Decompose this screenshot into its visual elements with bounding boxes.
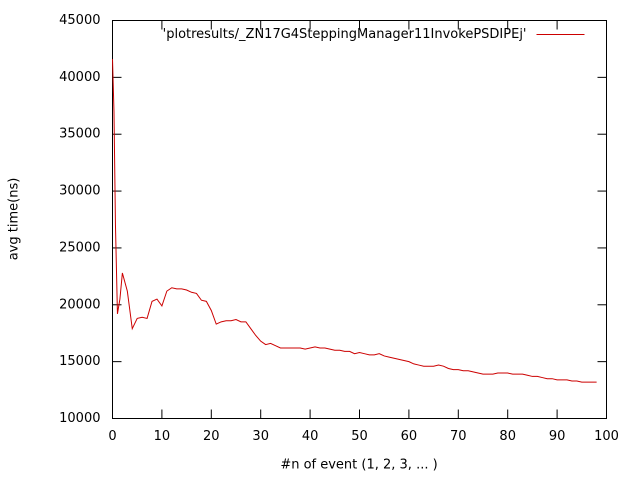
x-axis-label: #n of event (1, 2, 3, ... ) <box>280 458 437 473</box>
y-tick-label: 10000 <box>59 411 100 426</box>
y-tick-label: 25000 <box>59 240 100 255</box>
y-axis-label: avg time(ns) <box>7 178 22 261</box>
x-tick-label: 10 <box>154 429 171 444</box>
y-tick-label: 30000 <box>59 184 100 199</box>
x-tick-label: 20 <box>203 429 220 444</box>
y-tick-label: 20000 <box>59 297 100 312</box>
x-tick-label: 90 <box>549 429 566 444</box>
x-tick-label: 40 <box>302 429 319 444</box>
x-tick-label: 50 <box>351 429 368 444</box>
y-tick-label: 45000 <box>59 13 100 28</box>
data-line <box>112 59 597 383</box>
x-tick-label: 80 <box>499 429 516 444</box>
x-tick-label: 0 <box>108 429 116 444</box>
y-tick-label: 35000 <box>59 127 100 142</box>
x-tick-label: 70 <box>450 429 467 444</box>
x-tick-label: 100 <box>594 429 619 444</box>
y-tick-label: 15000 <box>59 354 100 369</box>
plot-border <box>112 20 607 419</box>
y-tick-label: 40000 <box>59 70 100 85</box>
x-tick-label: 30 <box>252 429 269 444</box>
x-tick-label: 60 <box>401 429 418 444</box>
legend-label: 'plotresults/_ZN17G4SteppingManager11Inv… <box>163 27 527 42</box>
